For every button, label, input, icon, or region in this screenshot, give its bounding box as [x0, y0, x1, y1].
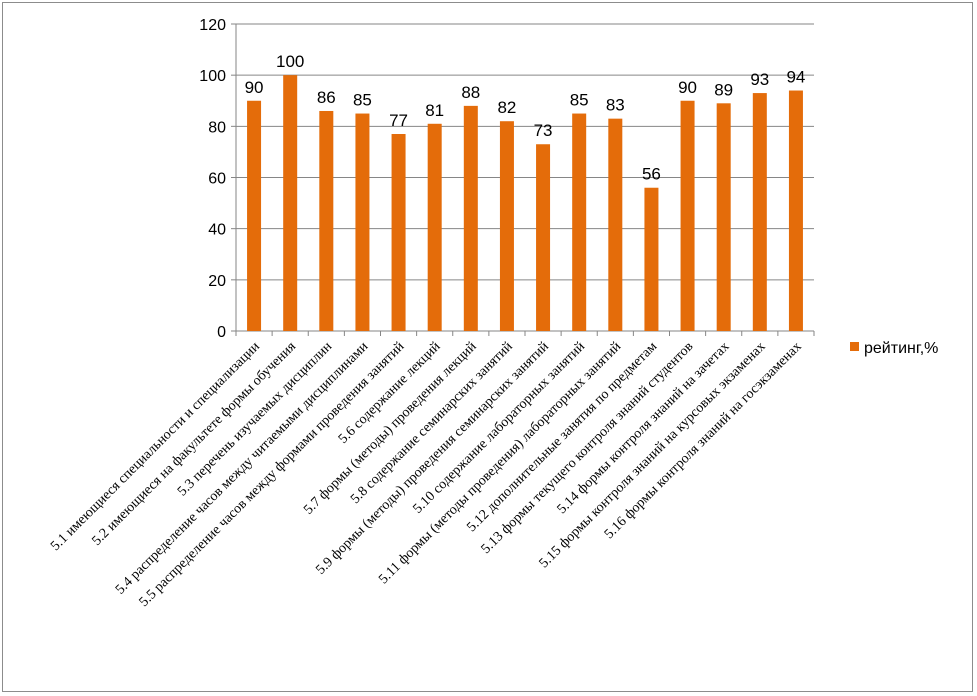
bar: [283, 75, 298, 332]
y-tick-label: 0: [217, 324, 226, 341]
legend-swatch: [850, 342, 859, 351]
data-label: 85: [353, 91, 372, 110]
bars: [247, 75, 803, 332]
data-label: 90: [245, 78, 264, 97]
bar: [608, 118, 623, 332]
bar: [716, 103, 731, 331]
x-axis-labels: 5.1 имеющиеся специальности и специализа…: [48, 339, 805, 610]
bar: [644, 187, 659, 331]
data-label: 88: [461, 83, 480, 102]
data-label: 93: [750, 70, 769, 89]
data-label: 86: [317, 88, 336, 107]
data-label: 82: [497, 98, 516, 117]
category-label: 5.5 распределение часов между формами пр…: [137, 339, 408, 610]
data-label: 81: [425, 101, 444, 120]
data-label: 94: [786, 68, 805, 87]
bar: [680, 100, 695, 331]
y-tick-label: 20: [208, 273, 226, 290]
bar: [572, 113, 587, 332]
y-tick-label: 40: [208, 222, 226, 239]
bar: [355, 113, 370, 332]
bar: [319, 110, 334, 331]
data-label: 77: [389, 111, 408, 130]
bar: [427, 123, 442, 332]
data-label: 83: [606, 96, 625, 115]
data-labels: 90 100 86 85 77 81 88 82 73 85 83 56 90 89 93 94: [245, 52, 806, 184]
data-label: 85: [570, 91, 589, 110]
bar: [536, 144, 551, 331]
bar: [247, 100, 262, 331]
bar: [391, 134, 406, 331]
data-label: 73: [534, 121, 553, 140]
data-label: 89: [714, 80, 733, 99]
data-label: 90: [678, 78, 697, 97]
data-label: 100: [276, 52, 304, 71]
legend-label: рейтинг,%: [864, 340, 938, 357]
bar: [752, 93, 767, 331]
y-tick-label: 60: [208, 171, 226, 188]
legend: рейтинг,%: [850, 340, 938, 357]
bar: [499, 121, 514, 331]
data-label: 56: [642, 165, 661, 184]
category-label: 5.3 перечень изучаемых дисциплин: [175, 339, 335, 499]
y-axis: 0 20 40 60 80 100 120: [199, 17, 815, 341]
y-tick-label: 80: [208, 119, 226, 136]
y-tick-label: 120: [199, 17, 226, 34]
bar: [463, 105, 478, 331]
y-tick-label: 100: [199, 68, 226, 85]
bar: [788, 90, 803, 332]
